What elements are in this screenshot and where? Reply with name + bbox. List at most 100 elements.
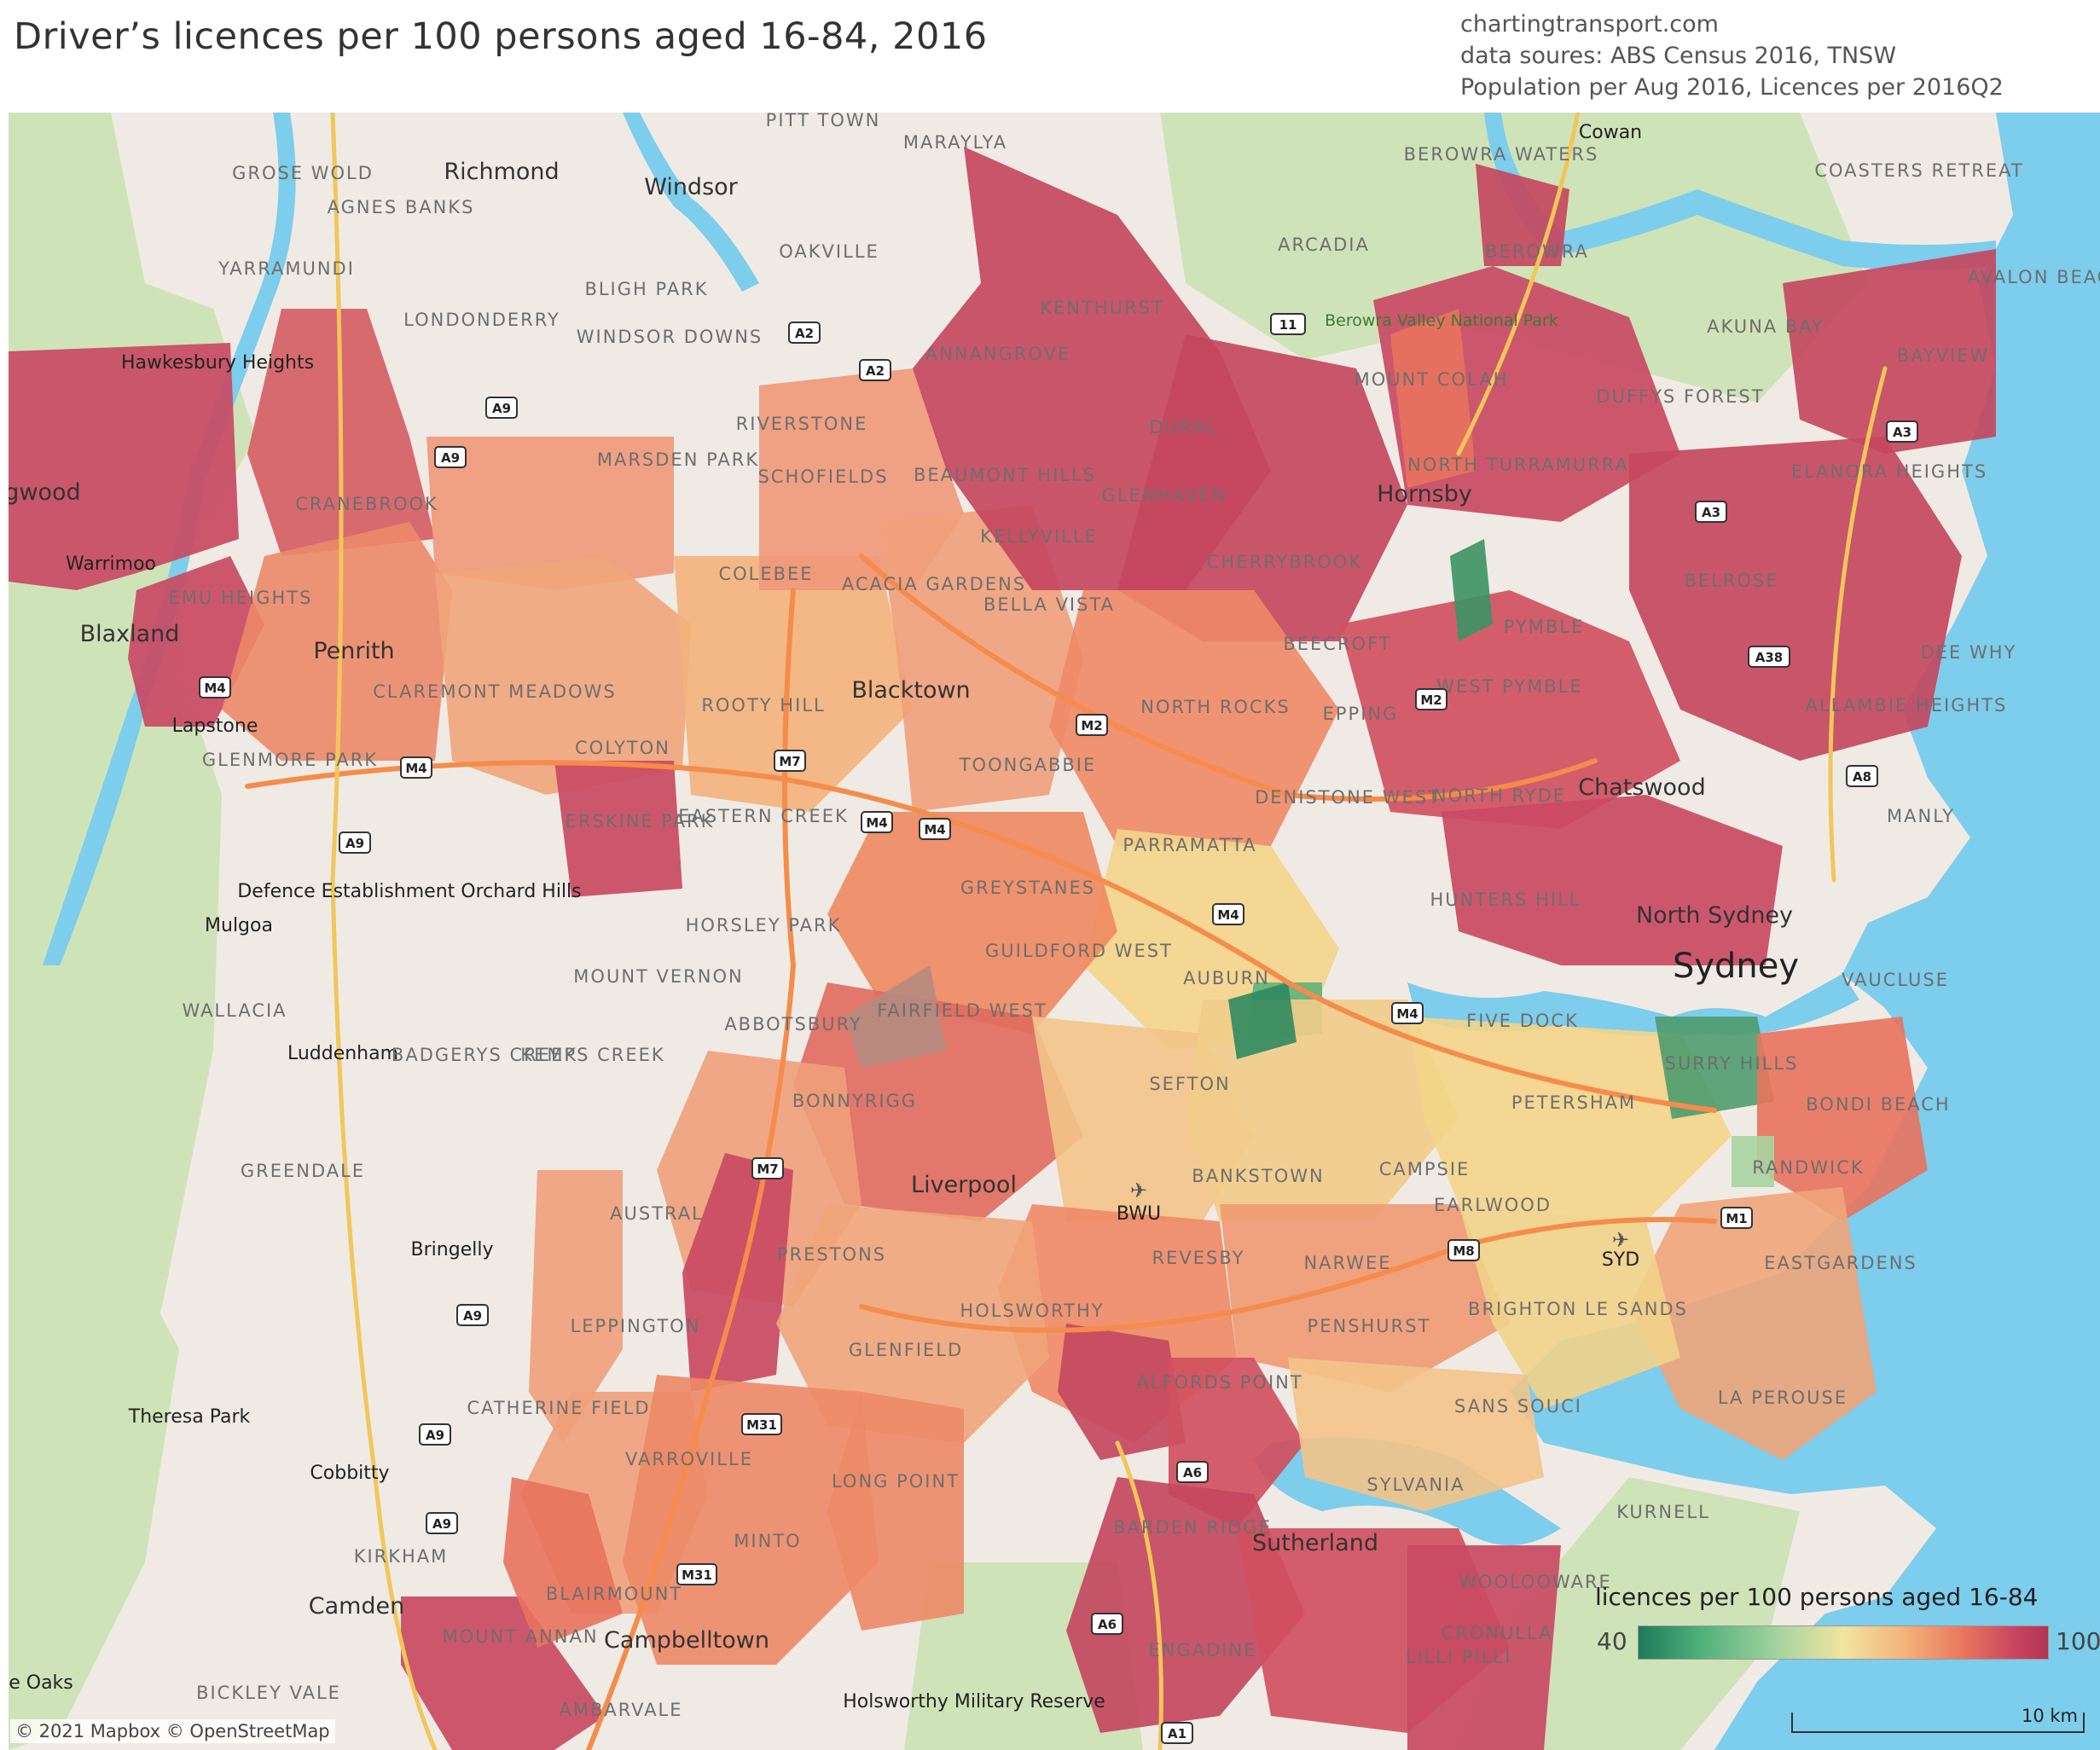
label-alfords-point: ALFORDS POINT bbox=[1136, 1372, 1302, 1393]
label-long-point: LONG POINT bbox=[832, 1471, 960, 1492]
label-arcadia: ARCADIA bbox=[1278, 235, 1370, 255]
shield-m2-1: M2 bbox=[1415, 688, 1447, 710]
label-prestons: PRESTONS bbox=[777, 1244, 886, 1265]
region-campsie[interactable] bbox=[1220, 1204, 1510, 1392]
shield-m2-2: M2 bbox=[1076, 714, 1108, 736]
region-mount-annan[interactable] bbox=[401, 1596, 606, 1750]
label-north-sydney: North Sydney bbox=[1636, 902, 1793, 929]
region-bondi[interactable] bbox=[1757, 1017, 1928, 1221]
region-penrith[interactable] bbox=[222, 522, 452, 761]
label-lapstone: Lapstone bbox=[172, 716, 258, 737]
region-cherrybrook[interactable] bbox=[1117, 334, 1407, 641]
label-cherrybrook: CHERRYBROOK bbox=[1207, 552, 1362, 572]
region-north-sydney[interactable] bbox=[1442, 795, 1783, 965]
label-north-rocks: NORTH ROCKS bbox=[1140, 697, 1290, 717]
svg-text:M31: M31 bbox=[746, 1417, 777, 1433]
label-acacia-gardens: ACACIA GARDENS bbox=[842, 574, 1026, 594]
label-earlwood: EARLWOOD bbox=[1434, 1195, 1552, 1215]
label-cranebrook: CRANEBROOK bbox=[295, 494, 438, 514]
label-hawkesbury-heights: Hawkesbury Heights bbox=[121, 352, 314, 374]
region-abbotsbury[interactable] bbox=[682, 1153, 793, 1392]
label-epping: EPPING bbox=[1323, 704, 1399, 724]
region-prospect[interactable] bbox=[844, 965, 947, 1068]
region-kingsford[interactable] bbox=[1732, 1136, 1774, 1187]
svg-text:A9: A9 bbox=[426, 1428, 444, 1443]
shield-a9-2: A9 bbox=[434, 446, 467, 468]
region-mount-colah[interactable] bbox=[1390, 309, 1476, 488]
label-mount-colah: MOUNT COLAH bbox=[1355, 369, 1509, 390]
svg-text:✈: ✈ bbox=[1130, 1179, 1147, 1202]
shield-m31-2: M31 bbox=[676, 1563, 717, 1585]
label-bonnyrigg: BONNYRIGG bbox=[792, 1091, 917, 1111]
region-silverwater[interactable] bbox=[1228, 982, 1297, 1059]
region-greystanes[interactable] bbox=[827, 812, 1117, 1034]
label-wallacia: WALLACIA bbox=[182, 1000, 287, 1021]
region-elanora[interactable] bbox=[1783, 249, 1996, 454]
shield-a6-2: A6 bbox=[1091, 1613, 1123, 1635]
label-kellyville: KELLYVILLE bbox=[980, 526, 1098, 547]
label-agnes-banks: AGNES BANKS bbox=[328, 197, 475, 217]
region-glenfield[interactable] bbox=[827, 1392, 964, 1631]
region-penshurst[interactable] bbox=[1288, 1358, 1544, 1511]
label-avalon-beach: AVALON BEACH bbox=[1968, 267, 2100, 287]
region-rooty-hill[interactable] bbox=[674, 556, 913, 812]
label-springwood: gwood bbox=[9, 479, 81, 506]
shield-a9-4: A9 bbox=[456, 1304, 489, 1326]
label-denistone-west: DENISTONE WEST bbox=[1255, 787, 1441, 808]
svg-text:M4: M4 bbox=[924, 822, 945, 837]
label-lilli-pilli: LILLI PILLI bbox=[1406, 1647, 1512, 1667]
label-mulgoa: Mulgoa bbox=[205, 915, 273, 936]
shield-a3-2: A3 bbox=[1695, 501, 1727, 523]
label-syd: SYD bbox=[1602, 1249, 1639, 1271]
region-llandilo[interactable] bbox=[426, 437, 674, 590]
shield-a9-3: A9 bbox=[339, 832, 371, 854]
label-eastgardens: EASTGARDENS bbox=[1764, 1253, 1917, 1273]
m4-motorway bbox=[245, 760, 1717, 1113]
region-alfords-point[interactable] bbox=[1169, 1358, 1305, 1528]
region-catherine-field-north[interactable] bbox=[529, 1170, 623, 1443]
label-petersham: PETERSHAM bbox=[1511, 1092, 1636, 1113]
region-north-rocks[interactable] bbox=[1049, 590, 1339, 846]
label-dee-why: DEE WHY bbox=[1921, 642, 2017, 663]
label-cronulla: CRONULLA bbox=[1441, 1623, 1552, 1643]
region-macquarie-park[interactable] bbox=[1450, 539, 1493, 641]
region-blue-mountains[interactable] bbox=[9, 343, 239, 590]
label-mount-annan: MOUNT ANNAN bbox=[442, 1626, 598, 1647]
shield-m4-3: M4 bbox=[861, 811, 893, 833]
label-randwick: RANDWICK bbox=[1752, 1157, 1864, 1178]
label-sutherland: Sutherland bbox=[1252, 1530, 1378, 1556]
scale-bar: 10 km bbox=[1791, 1706, 2085, 1733]
road-network bbox=[245, 113, 1888, 1750]
label-defence: Defence Establishment Orchard Hills bbox=[237, 881, 581, 902]
choropleth-map[interactable]: PITT TOWN MARAYLYA Cowan BEROWRA WATERS … bbox=[9, 113, 2100, 1750]
credit-sources: data soures: ABS Census 2016, TNSW bbox=[1460, 43, 1897, 69]
region-five-dock[interactable] bbox=[1186, 1000, 1459, 1221]
region-surry-hills[interactable] bbox=[1655, 1017, 1774, 1119]
svg-text:M31: M31 bbox=[682, 1567, 712, 1583]
region-earlwood[interactable] bbox=[1459, 1204, 1680, 1409]
map-attribution[interactable]: © 2021 Mapbox © OpenStreetMap bbox=[10, 1719, 335, 1743]
region-petersham[interactable] bbox=[1407, 1017, 1732, 1221]
label-vaucluse: VAUCLUSE bbox=[1842, 970, 1949, 990]
region-liverpool[interactable] bbox=[776, 1204, 1049, 1443]
map-canvas[interactable]: PITT TOWN MARAYLYA Cowan BEROWRA WATERS … bbox=[9, 113, 2100, 1750]
credit-site[interactable]: chartingtransport.com bbox=[1460, 11, 1719, 38]
region-randwick[interactable] bbox=[1629, 1187, 1877, 1460]
label-elanora-heights: ELANORA HEIGHTS bbox=[1791, 461, 1987, 482]
svg-text:A2: A2 bbox=[795, 326, 814, 341]
region-varroville[interactable] bbox=[623, 1375, 879, 1665]
region-erskine-park[interactable] bbox=[554, 761, 682, 897]
shield-m1: M1 bbox=[1720, 1207, 1753, 1229]
region-revesby[interactable] bbox=[1058, 1324, 1186, 1460]
svg-text:M4: M4 bbox=[866, 815, 887, 831]
label-campsie: CAMPSIE bbox=[1379, 1159, 1471, 1179]
shield-m7-2: M7 bbox=[751, 1157, 784, 1179]
region-blairmount[interactable] bbox=[503, 1477, 623, 1648]
region-cronulla[interactable] bbox=[1407, 1545, 1561, 1750]
svg-text:A6: A6 bbox=[1098, 1617, 1117, 1632]
label-warrimoo: Warrimoo bbox=[66, 553, 156, 575]
label-liverpool: Liverpool bbox=[911, 1172, 1017, 1198]
region-chatswood[interactable] bbox=[1339, 590, 1680, 829]
region-claremont[interactable] bbox=[435, 556, 691, 795]
label-parramatta: PARRAMATTA bbox=[1123, 835, 1256, 855]
